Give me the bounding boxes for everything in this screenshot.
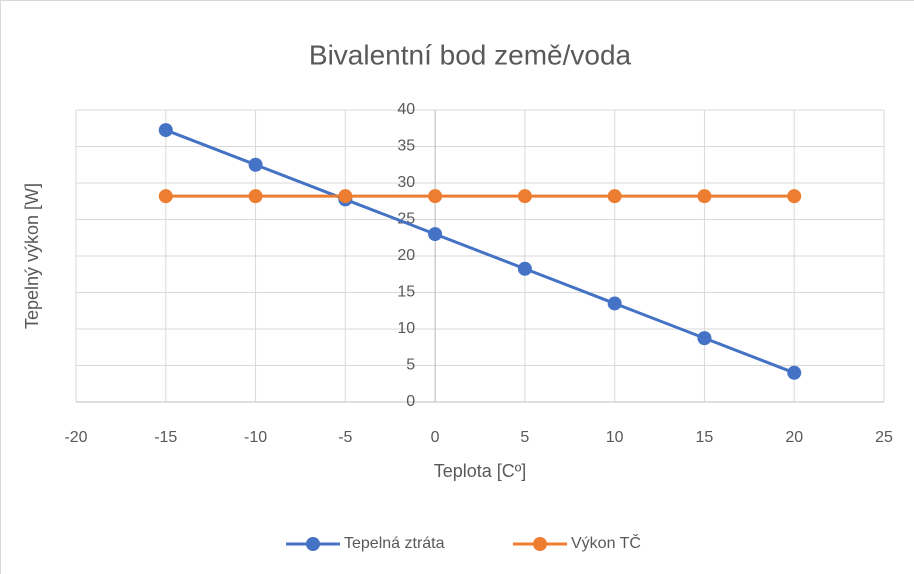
x-tick-label: -15 — [154, 429, 177, 446]
data-point — [697, 189, 712, 204]
legend-marker — [533, 537, 547, 551]
y-tick-label: 40 — [397, 101, 415, 118]
y-tick-label: 0 — [406, 393, 415, 410]
y-tick-label: 15 — [397, 284, 415, 301]
x-tick-label: 15 — [696, 429, 714, 446]
data-point — [787, 189, 802, 204]
x-tick-label: 5 — [520, 429, 529, 446]
data-point — [787, 365, 802, 380]
data-point — [248, 157, 263, 172]
data-point — [428, 189, 443, 204]
series-line — [165, 128, 795, 375]
legend-label: Výkon TČ — [571, 533, 641, 552]
data-point — [158, 189, 173, 204]
x-tick-label: 10 — [606, 429, 624, 446]
data-point — [338, 189, 353, 204]
x-tick-label: 25 — [875, 429, 893, 446]
data-point — [697, 331, 712, 346]
data-point — [517, 261, 532, 276]
x-tick-label: -5 — [338, 429, 352, 446]
y-tick-label: 20 — [397, 247, 415, 264]
y-tick-label: 35 — [397, 138, 415, 155]
data-point — [517, 189, 532, 204]
y-axis-label: Tepelný výkon [W] — [22, 183, 42, 329]
y-tick-label: 30 — [397, 174, 415, 191]
x-tick-label: 0 — [431, 429, 440, 446]
x-axis-label: Teplota [Cº] — [434, 461, 527, 481]
x-tick-label: 20 — [785, 429, 803, 446]
legend-label: Tepelná ztráta — [344, 535, 445, 552]
x-tick-label: -10 — [244, 429, 267, 446]
chart-title: Bivalentní bod země/voda — [309, 39, 632, 70]
data-point — [607, 296, 622, 311]
x-tick-label: -20 — [64, 429, 87, 446]
y-tick-label: 5 — [406, 357, 415, 374]
data-point — [158, 123, 173, 138]
data-point — [248, 189, 263, 204]
data-point — [607, 189, 622, 204]
legend-marker — [306, 537, 320, 551]
y-tick-label: 10 — [397, 320, 415, 337]
data-point — [428, 227, 443, 242]
